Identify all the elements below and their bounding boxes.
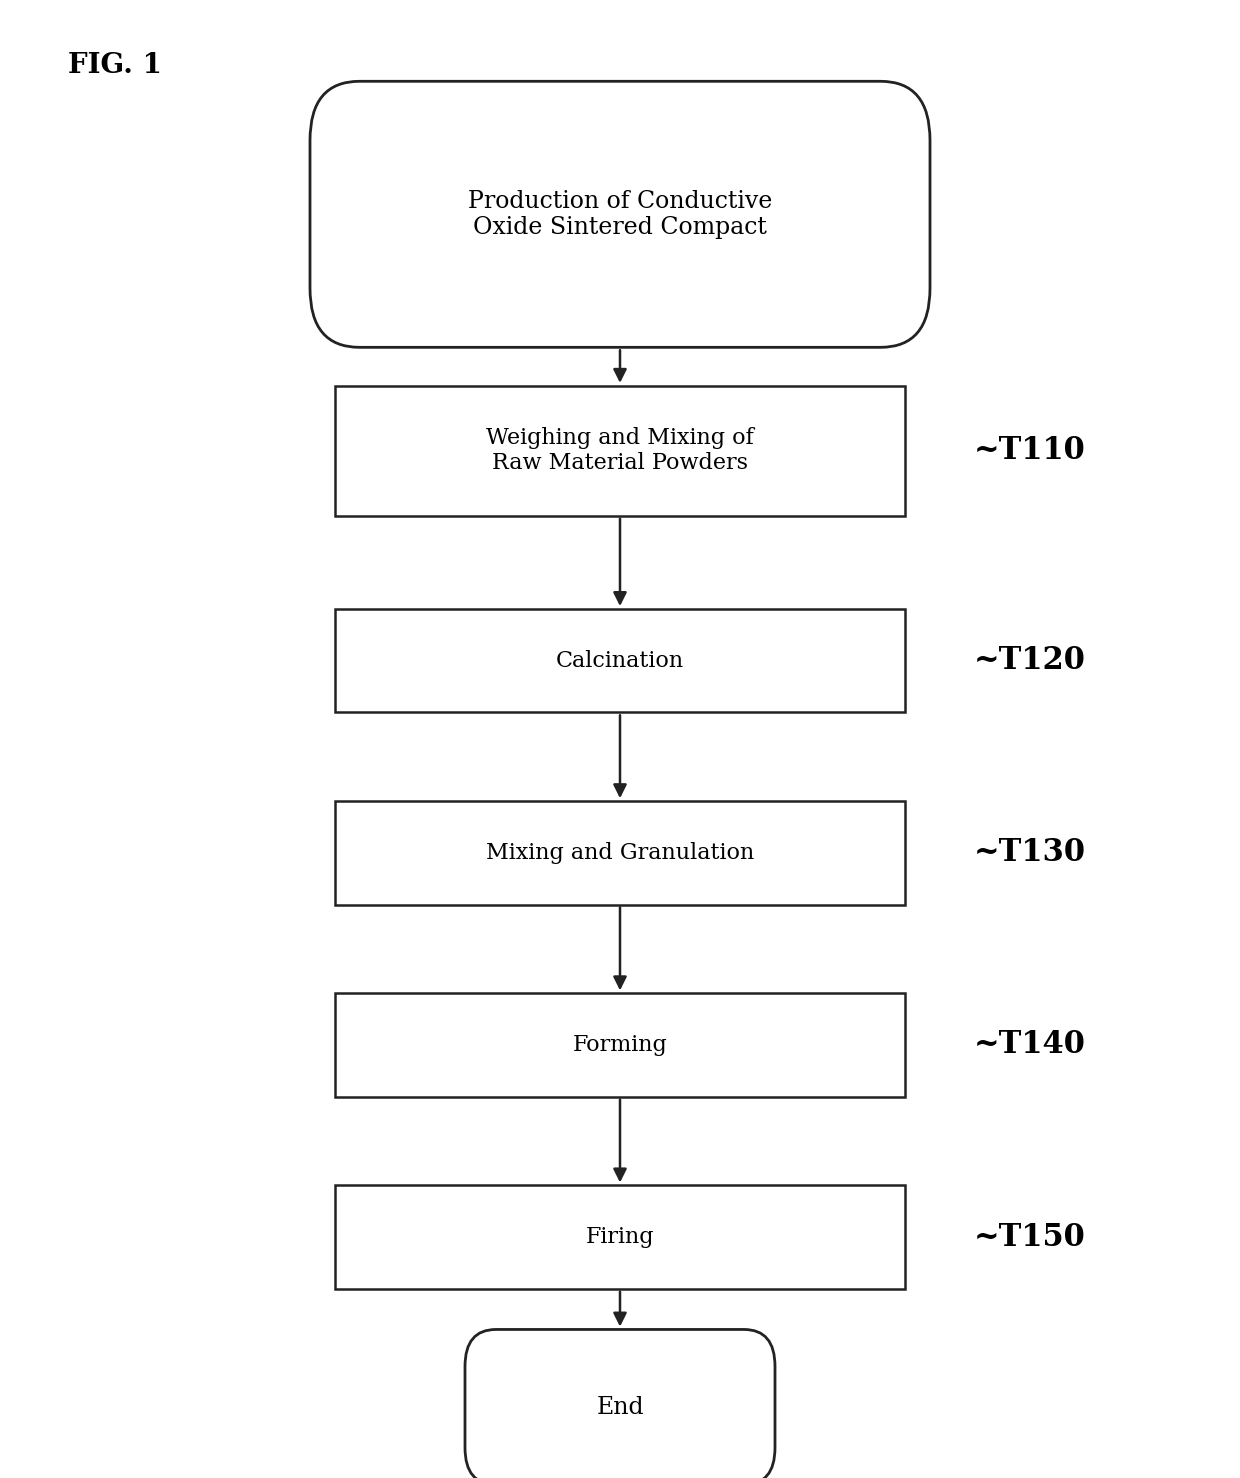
Text: ~T120: ~T120 xyxy=(973,646,1085,675)
FancyBboxPatch shape xyxy=(335,609,905,712)
Text: Forming: Forming xyxy=(573,1035,667,1055)
Text: Weighing and Mixing of
Raw Material Powders: Weighing and Mixing of Raw Material Powd… xyxy=(486,427,754,474)
FancyBboxPatch shape xyxy=(335,1185,905,1289)
FancyBboxPatch shape xyxy=(310,81,930,347)
Text: Mixing and Granulation: Mixing and Granulation xyxy=(486,842,754,863)
Text: ~T150: ~T150 xyxy=(973,1222,1085,1252)
Text: ~T130: ~T130 xyxy=(973,838,1085,868)
Text: End: End xyxy=(596,1395,644,1419)
Text: Production of Conductive
Oxide Sintered Compact: Production of Conductive Oxide Sintered … xyxy=(467,189,773,239)
Text: ~T140: ~T140 xyxy=(973,1030,1085,1060)
Text: Firing: Firing xyxy=(585,1227,655,1247)
Text: Calcination: Calcination xyxy=(556,650,684,671)
Text: FIG. 1: FIG. 1 xyxy=(68,52,162,78)
Text: ~T110: ~T110 xyxy=(973,436,1085,466)
FancyBboxPatch shape xyxy=(335,386,905,516)
FancyBboxPatch shape xyxy=(465,1330,775,1478)
FancyBboxPatch shape xyxy=(335,801,905,905)
FancyBboxPatch shape xyxy=(335,993,905,1097)
